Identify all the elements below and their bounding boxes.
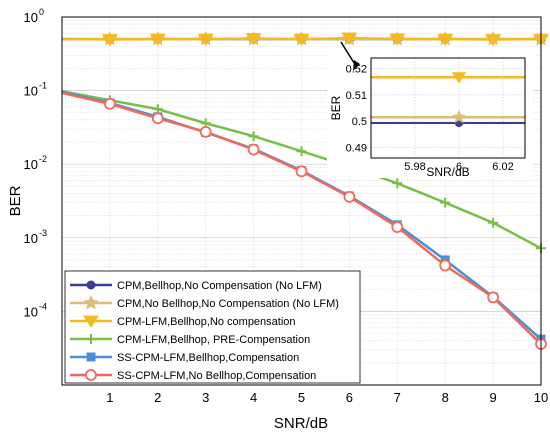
x-tick-labels: 1 2 3 4 5 6 7 8 9 10 (106, 390, 548, 405)
inset-background (327, 53, 533, 178)
x-tick-label: 8 (442, 390, 449, 405)
x-tick-label: 3 (202, 390, 209, 405)
data-point (341, 32, 358, 45)
plot-frame (61, 16, 542, 386)
data-point (295, 165, 308, 178)
data-point (296, 146, 307, 157)
data-point (247, 143, 260, 156)
data-point (437, 33, 454, 47)
inset-y-axis-label: BER (329, 95, 343, 120)
data-point (104, 97, 116, 110)
legend-item: SS-CPM-LFM,No Bellhop,Compensation (70, 369, 316, 382)
data-point (439, 259, 452, 272)
inset-y-tick-labels: 0.49 0.5 0.51 0.52 (346, 64, 367, 155)
legend-label: SS-CPM-LFM,Bellhop,Compensation (117, 352, 299, 364)
inset-zoom: 5.98 6 6.02 0.49 0.5 0.51 0.52 SNR/dB BER (327, 53, 533, 179)
zoom-arrow (340, 41, 360, 71)
y-tick-exponent: -4 (39, 301, 47, 311)
inset-x-tick-label: 6 (456, 161, 462, 173)
y-tick-exponent: -1 (39, 81, 47, 91)
y-axis-label: BER (7, 185, 24, 216)
data-point (392, 178, 403, 189)
x-tick-label: 9 (489, 390, 496, 405)
legend-swatch-marker (85, 369, 97, 381)
legend-swatch-marker (86, 352, 96, 362)
inset-x-axis-label: SNR/dB (426, 165, 469, 179)
inset-y-tick-label: 0.51 (346, 90, 367, 102)
inset-series-2 (371, 109, 525, 124)
data-point (485, 34, 502, 47)
legend-item: CPM-LFM,Bellhop,No compensation (70, 315, 296, 328)
legend-item: CPM,No Bellhop,No Compensation (No LFM) (70, 294, 339, 310)
inset-x-tick-label: 6.02 (492, 161, 513, 173)
legend-swatch-marker (86, 280, 96, 290)
y-tick-label: 10 (24, 157, 38, 172)
data-point (197, 33, 214, 47)
inset-series (371, 72, 525, 128)
legend-label: CPM,No Bellhop,No Compensation (No LFM) (117, 298, 339, 310)
data-point (248, 131, 259, 142)
inset-y-tick-label: 0.49 (346, 142, 367, 154)
inset-y-tick-label: 0.52 (346, 64, 367, 76)
data-point (343, 190, 356, 203)
legend: CPM,Bellhop,No Compensation (No LFM) CPM,… (64, 270, 361, 384)
x-tick-label: 1 (106, 390, 113, 405)
series-layer (61, 30, 549, 350)
legend-label: CPM-LFM,Bellhop, PRE-Compensation (117, 334, 310, 346)
data-point (245, 33, 262, 46)
legend-label: CPM-LFM,Bellhop,No compensation (117, 316, 296, 328)
legend-box (64, 270, 361, 384)
y-tick-exponent: -2 (39, 154, 47, 164)
data-point (151, 112, 164, 125)
x-tick-label: 2 (154, 390, 161, 405)
data-point (488, 217, 499, 228)
data-point (199, 125, 212, 138)
x-axis-label: SNR/dB (274, 415, 328, 432)
x-tick-label: 10 (534, 390, 548, 405)
inset-frame (370, 57, 526, 159)
x-tick-label: 5 (298, 390, 305, 405)
y-tick-exponent: 0 (39, 7, 44, 17)
inset-data-point (451, 109, 467, 124)
data-point (149, 33, 166, 47)
y-tick-label: 10 (24, 231, 38, 246)
data-point (487, 291, 500, 304)
x-tick-label: 4 (250, 390, 257, 405)
y-tick-label: 10 (24, 10, 38, 25)
data-point (440, 197, 451, 208)
inset-x-tick-labels: 5.98 6 6.02 (404, 161, 513, 173)
inset-series-3 (371, 72, 525, 84)
inset-data-point (451, 72, 467, 84)
y-tick-label: 10 (24, 304, 38, 319)
legend-swatch-marker (83, 294, 99, 310)
series-3 (61, 32, 549, 47)
legend-item: CPM-LFM,Bellhop, PRE-Compensation (70, 334, 310, 346)
x-tick-label: 7 (394, 390, 401, 405)
data-point (391, 221, 404, 233)
inset-x-tick-label: 5.98 (404, 161, 425, 173)
data-point (389, 33, 406, 46)
legend-label: SS-CPM-LFM,No Bellhop,Compensation (117, 370, 316, 382)
inset-y-tick-label: 0.5 (352, 116, 367, 128)
legend-item: CPM,Bellhop,No Compensation (No LFM) (70, 280, 322, 292)
legend-item: SS-CPM-LFM,Bellhop,Compensation (70, 352, 299, 364)
data-point (101, 34, 118, 47)
y-tick-exponent: -3 (39, 228, 47, 238)
legend-label: CPM,Bellhop,No Compensation (No LFM) (117, 280, 322, 292)
y-tick-label: 10 (24, 84, 38, 99)
legend-swatch-marker (86, 334, 96, 344)
x-tick-label: 6 (346, 390, 353, 405)
data-point (293, 33, 310, 47)
legend-swatch-marker (83, 315, 99, 328)
